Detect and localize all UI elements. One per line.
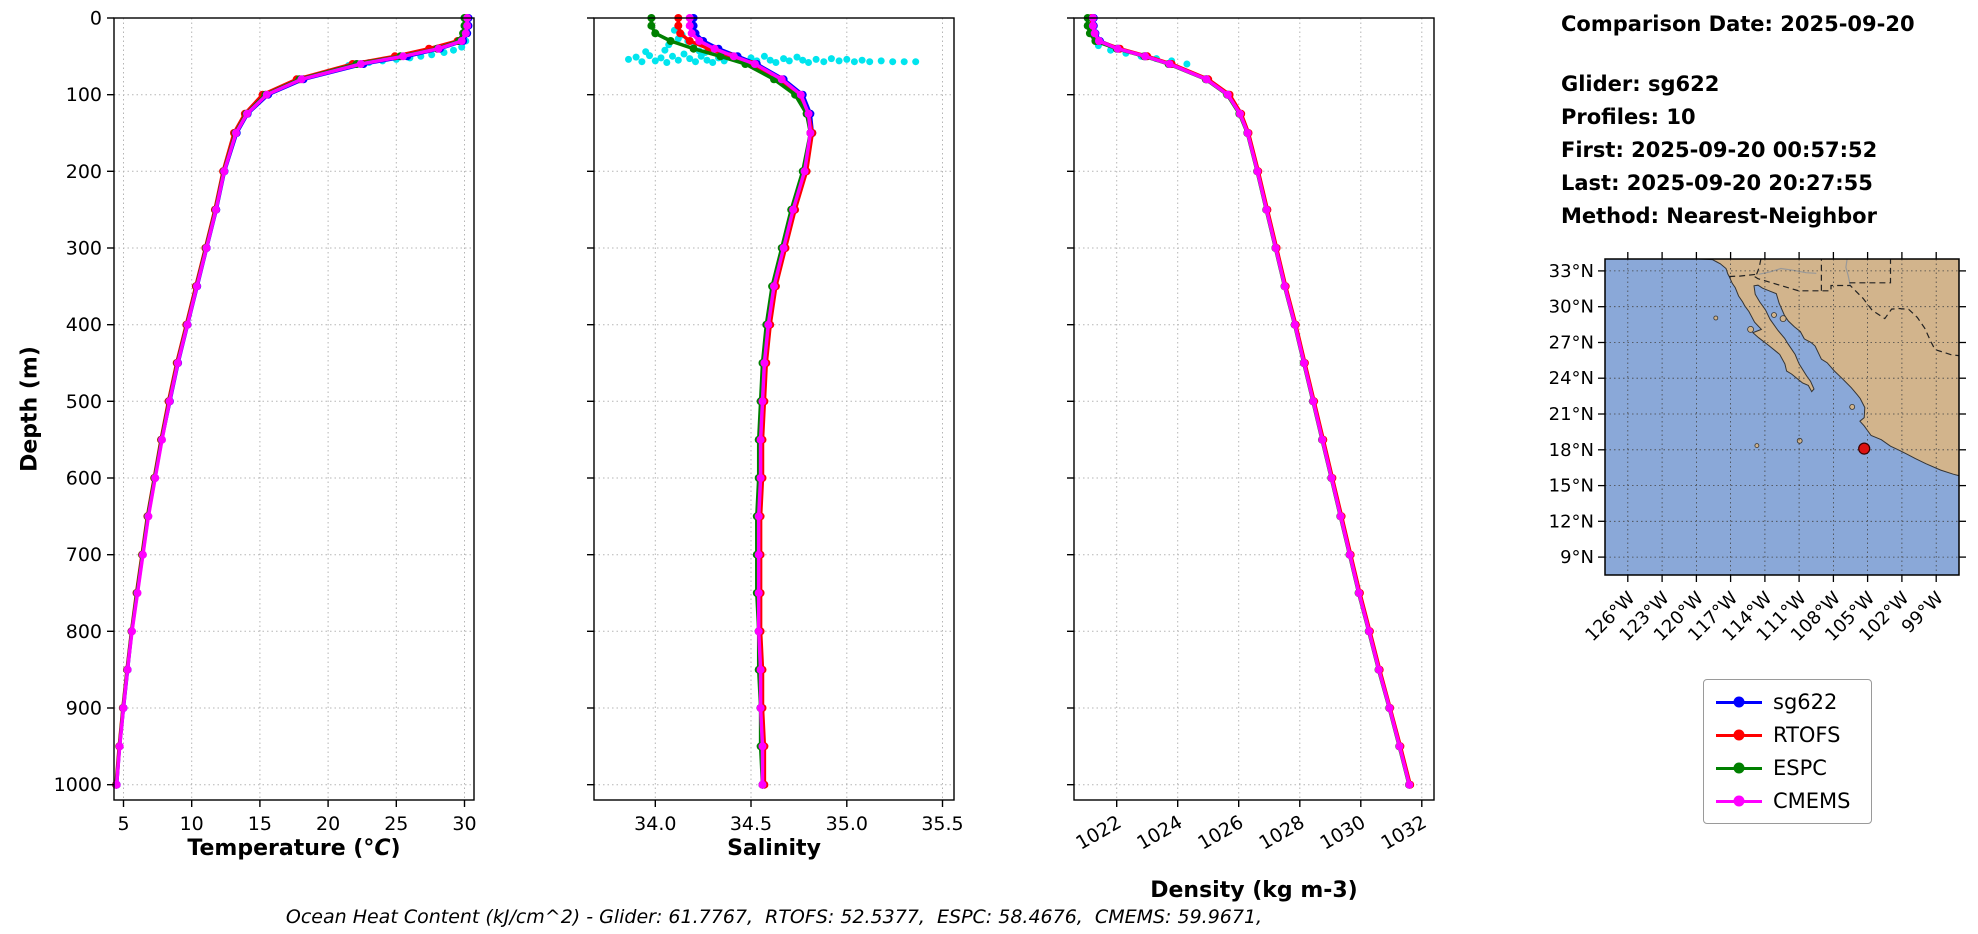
svg-text:27°N: 27°N [1549,333,1594,354]
legend: sg622 RTOFS ESPC CMEMS [1703,679,1872,824]
legend-line-espc-icon [1716,762,1762,775]
svg-text:21°N: 21°N [1549,404,1594,425]
profile-line-CMEMS [114,16,469,787]
svg-text:34.0: 34.0 [634,813,676,835]
info-last: Last: 2025-09-20 20:27:55 [1561,171,1873,195]
salinity-axis-label: Salinity [727,836,821,861]
info-first: First: 2025-09-20 00:57:52 [1561,138,1878,162]
svg-text:1030: 1030 [1316,811,1369,854]
map-river [1758,267,1817,275]
legend-item-rtofs: RTOFS [1716,723,1851,747]
temperature-axis-label-suffix: ) [390,836,401,861]
svg-text:1024: 1024 [1133,811,1186,854]
svg-text:800: 800 [66,621,102,643]
info-panel: Comparison Date: 2025-09-20 Glider: sg62… [1561,12,1915,233]
legend-label-rtofs: RTOFS [1773,723,1841,747]
map-river [1845,259,1851,286]
ohc-caption: Ocean Heat Content (kJ/cm^2) - Glider: 6… [285,906,1263,928]
svg-text:35.5: 35.5 [921,813,963,835]
svg-text:1028: 1028 [1255,811,1308,854]
svg-text:12°N: 12°N [1549,511,1594,532]
legend-item-sg622: sg622 [1716,690,1851,714]
legend-line-sg622-icon [1716,696,1762,709]
salinity-plot: 34.0 34.5 35.0 35.5 [587,14,964,835]
profile-line-CMEMS [1091,16,1412,787]
svg-text:24°N: 24°N [1549,368,1594,389]
svg-text:30°N: 30°N [1549,297,1594,318]
svg-text:34.5: 34.5 [730,813,772,835]
svg-text:15: 15 [248,813,272,835]
svg-text:25: 25 [384,813,408,835]
svg-text:300: 300 [66,238,102,260]
info-profiles: Profiles: 10 [1561,105,1696,129]
svg-text:500: 500 [66,391,102,413]
svg-text:9°N: 9°N [1560,547,1594,568]
svg-text:900: 900 [66,698,102,720]
svg-text:1026: 1026 [1194,811,1247,854]
svg-text:200: 200 [66,161,102,183]
legend-label-cmems: CMEMS [1773,789,1851,813]
profile-line-CMEMS [687,16,813,787]
temperature-plot: 5 10 15 20 25 3001002003004005006007008009001… [54,8,477,836]
svg-text:100: 100 [66,84,102,106]
map-border [1849,259,1892,284]
info-glider: Glider: sg622 [1561,72,1720,96]
svg-text:0: 0 [90,8,102,30]
map-border [1756,259,1762,275]
legend-label-espc: ESPC [1773,756,1827,780]
temperature-axis-label-text: Temperature ( [187,836,364,861]
legend-label-sg622: sg622 [1773,690,1838,714]
density-plot: 1022 1024 1026 1028 1030 1032 [1067,14,1435,855]
depth-axis-label: Depth (m) [17,346,43,472]
svg-text:10: 10 [180,813,204,835]
svg-text:400: 400 [66,314,102,336]
temperature-axis-units: °C [363,836,391,861]
svg-text:35.0: 35.0 [826,813,868,835]
svg-text:30: 30 [452,813,476,835]
temperature-axis-label: Temperature (°C) [114,836,474,861]
svg-text:18°N: 18°N [1549,440,1594,461]
glider-location-marker [1858,442,1871,455]
comparison-date: Comparison Date: 2025-09-20 [1561,12,1915,36]
svg-text:1000: 1000 [54,774,102,796]
legend-item-espc: ESPC [1716,756,1851,780]
map-land [1697,259,1959,477]
svg-text:1022: 1022 [1072,811,1125,854]
legend-line-rtofs-icon [1716,729,1762,742]
location-map: 33°N30°N27°N24°N21°N18°N15°N12°N9°N126°W… [1549,252,1966,646]
legend-item-cmems: CMEMS [1716,789,1851,813]
svg-text:1032: 1032 [1377,811,1430,854]
map-border [1729,273,1959,357]
svg-text:5: 5 [117,813,129,835]
svg-text:15°N: 15°N [1549,476,1594,497]
info-method: Method: Nearest-Neighbor [1561,204,1877,228]
svg-text:20: 20 [316,813,340,835]
svg-text:600: 600 [66,468,102,490]
glider-info-block: Glider: sg622 Profiles: 10 First: 2025-0… [1561,68,1915,233]
legend-line-cmems-icon [1716,795,1762,808]
svg-text:700: 700 [66,544,102,566]
density-axis-label: Density (kg m-3) [1150,878,1358,903]
svg-text:33°N: 33°N [1549,261,1594,282]
